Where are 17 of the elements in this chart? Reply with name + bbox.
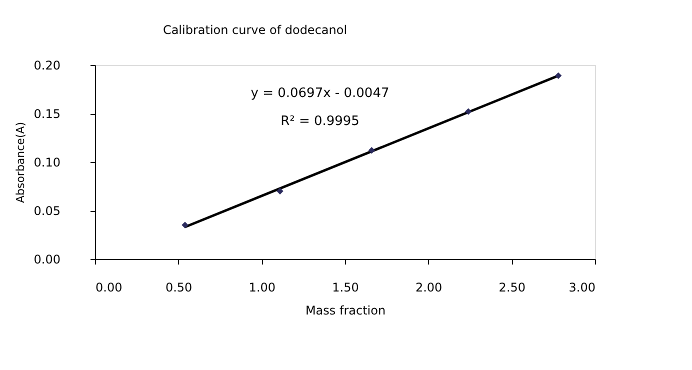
- x-tick-label: 1.00: [248, 280, 276, 294]
- x-tick-label: 0.50: [165, 280, 192, 294]
- y-axis-title: Absorbance(A): [14, 122, 27, 204]
- x-tick-label: 0.00: [96, 280, 122, 294]
- y-tick-label: 0.20: [34, 58, 60, 72]
- y-tick-label: 0.00: [34, 252, 60, 266]
- annotation: y = 0.0697x - 0.0047: [250, 86, 390, 101]
- y-tick-label: 0.05: [34, 204, 60, 218]
- x-tick-label: 2.50: [498, 280, 526, 294]
- x-axis-title: Mass fraction: [305, 304, 386, 318]
- x-tick-label: 1.50: [332, 280, 359, 294]
- x-tick-label: 3.00: [568, 280, 596, 294]
- chart-title: Calibration curve of dodecanol: [162, 23, 348, 37]
- y-tick-label: 0.15: [34, 107, 60, 121]
- x-tick-label: 2.00: [415, 280, 442, 294]
- annotation: R² = 0.9995: [280, 114, 360, 129]
- y-tick-label: 0.10: [34, 156, 60, 170]
